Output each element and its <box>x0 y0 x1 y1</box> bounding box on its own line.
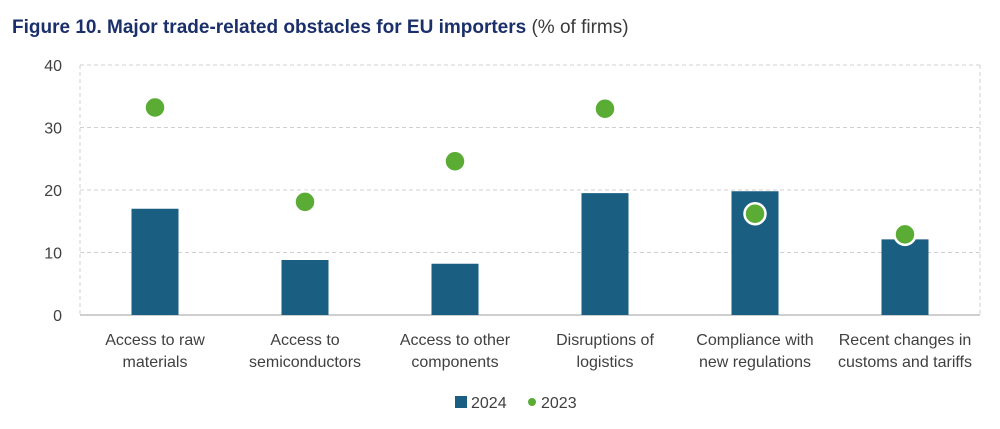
chart-title-main: Figure 10. Major trade-related obstacles… <box>12 17 527 38</box>
marker-2023 <box>593 97 617 121</box>
legend-label-2023: 2023 <box>541 395 577 412</box>
x-category-label: components <box>411 354 498 371</box>
y-tick-label: 10 <box>44 246 62 263</box>
x-category-label: Access to raw <box>105 332 205 349</box>
chart-title: Figure 10. Major trade-related obstacles… <box>12 17 629 39</box>
bar-2024 <box>131 208 179 315</box>
marker-2023 <box>293 190 317 214</box>
y-axis: 0 10 20 30 40 <box>44 58 62 325</box>
x-category-label: new regulations <box>699 354 811 371</box>
gridlines <box>79 64 981 316</box>
y-tick-label: 30 <box>44 121 62 138</box>
marker-2023 <box>743 202 767 226</box>
x-category-label: semiconductors <box>249 354 361 371</box>
markers-2023 <box>143 95 917 247</box>
y-tick-label: 40 <box>44 58 62 75</box>
bars-2024 <box>131 191 929 315</box>
x-axis: Access to raw materials Access to semicondu… <box>105 332 972 371</box>
y-tick-label: 20 <box>44 183 62 200</box>
chart-title-unit: (% of firms) <box>531 17 629 38</box>
bar-2024 <box>281 260 329 315</box>
legend-swatch-2024 <box>455 396 467 408</box>
y-tick-label: 0 <box>53 308 62 325</box>
marker-2023 <box>143 95 167 120</box>
x-category-label: Recent changes in <box>839 332 972 349</box>
bar-2024 <box>881 239 929 315</box>
marker-2023 <box>443 149 467 173</box>
legend-label-2024: 2024 <box>471 395 507 412</box>
legend-swatch-2023 <box>528 398 536 406</box>
marker-2023 <box>893 222 917 247</box>
x-category-label: Compliance with <box>696 332 813 349</box>
x-category-label: Disruptions of <box>556 332 654 349</box>
x-category-label: Access to <box>270 332 339 349</box>
x-category-label: logistics <box>577 354 634 371</box>
bar-2024 <box>581 193 629 315</box>
bar-2024 <box>431 263 479 315</box>
x-category-label: Access to other <box>400 332 511 349</box>
x-category-label: materials <box>123 354 188 371</box>
legend: 2024 2023 <box>455 395 577 412</box>
x-category-label: customs and tariffs <box>838 354 972 371</box>
